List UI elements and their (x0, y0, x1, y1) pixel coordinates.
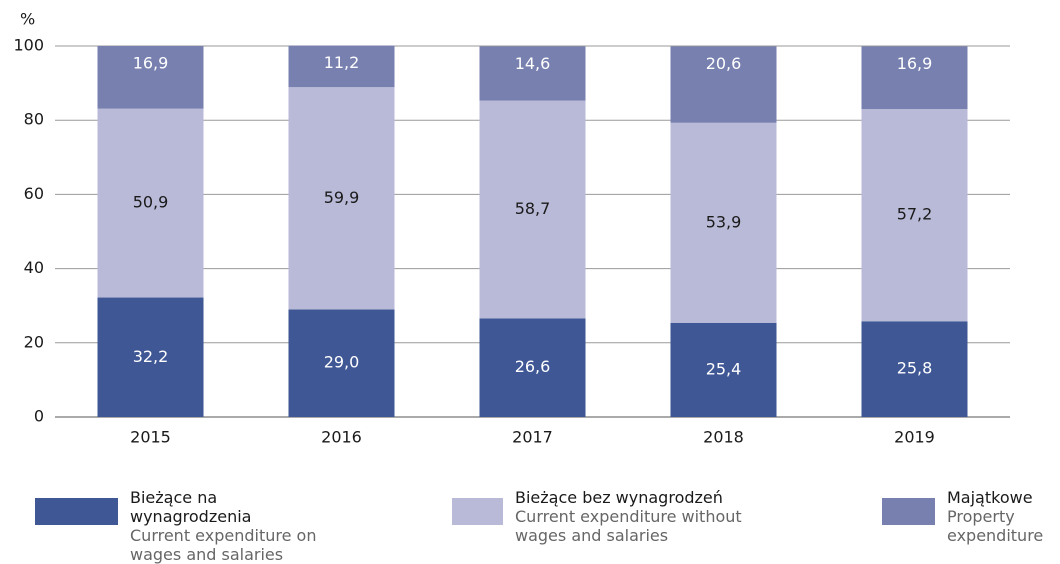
value-label: 11,2 (324, 53, 360, 72)
x-tick-label: 2016 (321, 428, 362, 447)
x-tick-label: 2018 (703, 428, 744, 447)
bar-segment (861, 46, 968, 110)
bar-segment (288, 45, 395, 88)
legend-label: Current expenditure on wages and salarie… (130, 526, 317, 564)
value-label: 16,9 (133, 54, 169, 73)
value-label: 25,8 (897, 359, 933, 378)
legend-label: Majątkowe (947, 488, 1033, 507)
value-label: 32,2 (133, 347, 169, 366)
bar-segment (861, 109, 968, 322)
value-label: 14,6 (515, 54, 551, 73)
legend-label: Property expenditure (947, 507, 1044, 545)
legend-color (452, 498, 503, 525)
bar-segment (288, 87, 395, 310)
value-label: 58,7 (515, 199, 551, 218)
bar-segment (288, 309, 395, 417)
value-label: 29,0 (324, 353, 360, 372)
value-label: 57,2 (897, 205, 933, 224)
bar-segment (479, 318, 586, 417)
y-tick-label: 100 (13, 36, 44, 55)
bar-segment (97, 108, 204, 298)
legend-entry: Bieżące bez wynagrodzeń Current expenditu… (515, 488, 785, 545)
y-tick-label: 80 (24, 110, 44, 129)
value-label: 25,4 (706, 359, 742, 378)
y-tick-label: 0 (34, 407, 44, 426)
legend-entry: Majątkowe Property expenditure (947, 488, 1060, 545)
y-tick-label: 40 (24, 258, 44, 277)
legend-color (35, 498, 118, 525)
legend-color (882, 498, 935, 525)
bar-segment (479, 46, 586, 101)
x-tick-label: 2017 (512, 428, 553, 447)
legend-label: Bieżące bez wynagrodzeń (515, 488, 723, 507)
bar-segment (97, 46, 204, 109)
bar-segment (861, 321, 968, 417)
x-tick-label: 2019 (894, 428, 935, 447)
legend-label: Current expenditure without wages and sa… (515, 507, 742, 545)
chart: % 0 20 40 60 80 100 2015 32,2 50,9 16,9 2016 29,0 59… (13, 10, 1010, 447)
y-tick-label: 20 (24, 332, 44, 351)
legend-label: Bieżące na wynagrodzenia (130, 488, 252, 526)
value-label: 26,6 (515, 357, 551, 376)
value-label: 20,6 (706, 54, 742, 73)
bar-segment (670, 322, 777, 417)
y-axis-label: % (20, 10, 35, 29)
value-label: 53,9 (706, 212, 742, 231)
bar-segment (479, 100, 586, 319)
bar-segment (670, 122, 777, 323)
y-tick-label: 60 (24, 184, 44, 203)
bar-segment (97, 297, 204, 417)
legend-entry: Bieżące na wynagrodzenia Current expendit… (130, 488, 330, 564)
value-label: 16,9 (897, 54, 933, 73)
x-tick-label: 2015 (130, 428, 171, 447)
value-label: 50,9 (133, 193, 169, 212)
value-label: 59,9 (324, 188, 360, 207)
bar-segment (670, 46, 777, 123)
